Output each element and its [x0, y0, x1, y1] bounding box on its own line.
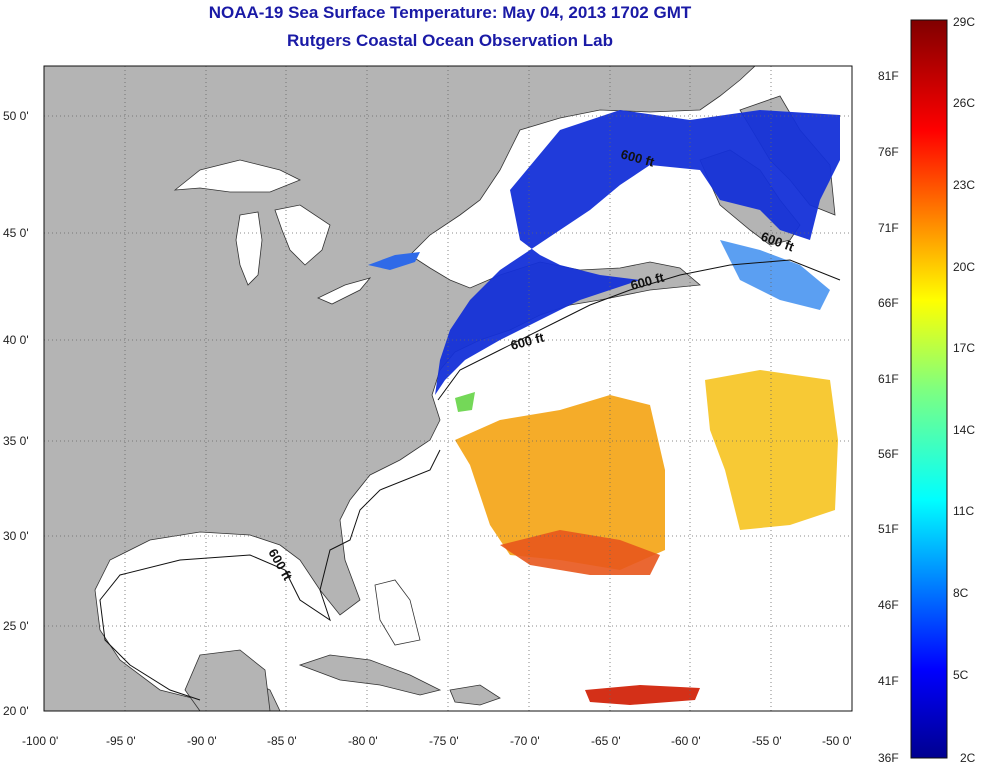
sst-red-strip-bottom [585, 685, 700, 705]
lat-label: 40 0' [3, 333, 29, 347]
c-label: 26C [953, 96, 975, 110]
lake-ontario-sst [368, 252, 420, 270]
c-label: 17C [953, 341, 975, 355]
f-label: 36F [878, 751, 899, 765]
isobath-600ft [99, 449, 441, 701]
f-label: 41F [878, 674, 899, 688]
cuba-land [298, 654, 442, 696]
c-label: 5C [953, 668, 969, 682]
c-label: 11C [953, 504, 974, 518]
lat-label: 30 0' [3, 529, 29, 543]
lon-label: -95 0' [106, 734, 136, 748]
lake-huron [274, 204, 331, 266]
f-label: 46F [878, 598, 899, 612]
c-label: 23C [953, 178, 975, 192]
lon-label: -65 0' [591, 734, 621, 748]
lon-label: -90 0' [187, 734, 217, 748]
sst-mid-scotian [720, 240, 830, 310]
lat-label: 50 0' [3, 109, 29, 123]
map-title: NOAA-19 Sea Surface Temperature: May 04,… [208, 3, 692, 22]
graticule [44, 66, 852, 711]
c-label: 29C [953, 15, 975, 29]
f-label: 81F [878, 69, 899, 83]
sst-warm-patch-south [500, 530, 660, 575]
lake-michigan [235, 211, 263, 286]
colorbar-gradient [910, 19, 948, 759]
lon-label: -80 0' [348, 734, 378, 748]
f-label: 51F [878, 522, 899, 536]
bahamas-outline [374, 579, 421, 646]
lon-label: -75 0' [429, 734, 459, 748]
latitude-labels: 50 0' 45 0' 40 0' 35 0' 30 0' 25 0' 20 0… [3, 109, 29, 718]
sst-warm-patch-center [455, 395, 665, 570]
sst-cold-northeast [435, 110, 840, 395]
f-label: 66F [878, 296, 899, 310]
lon-label: -60 0' [671, 734, 701, 748]
lon-label: -70 0' [510, 734, 540, 748]
c-label: 20C [953, 260, 975, 274]
f-label: 71F [878, 221, 899, 235]
f-label: 56F [878, 447, 899, 461]
lon-label: -50 0' [822, 734, 852, 748]
isobath-600ft-north [437, 259, 841, 401]
lat-label: 20 0' [3, 704, 29, 718]
lake-superior [173, 159, 301, 193]
lake-erie [317, 277, 372, 305]
f-label: 61F [878, 372, 899, 386]
lon-label: -100 0' [22, 734, 58, 748]
lat-label: 25 0' [3, 619, 29, 633]
longitude-labels: -100 0' -95 0' -90 0' -85 0' -80 0' -75 … [22, 734, 852, 748]
map-frame [43, 65, 853, 712]
lat-label: 35 0' [3, 434, 29, 448]
colorbar-fahrenheit-labels: 81F 76F 71F 66F 61F 56F 51F 46F 41F 36F [878, 69, 899, 765]
colorbar-celsius-labels: 29C 26C 23C 20C 17C 14C 11C 8C 5C 2C [953, 15, 976, 765]
yucatan-land [184, 649, 271, 711]
sst-green-patch [455, 392, 475, 412]
c-label: 8C [953, 586, 969, 600]
lon-label: -85 0' [267, 734, 297, 748]
hispaniola-land [449, 684, 501, 706]
lon-label: -55 0' [752, 734, 782, 748]
c-label: 14C [953, 423, 975, 437]
c-label: 2C [960, 751, 976, 765]
f-label: 76F [878, 145, 899, 159]
lat-label: 45 0' [3, 226, 29, 240]
map-subtitle: Rutgers Coastal Ocean Observation Lab [287, 31, 613, 50]
sst-warm-patch-east [705, 370, 838, 530]
